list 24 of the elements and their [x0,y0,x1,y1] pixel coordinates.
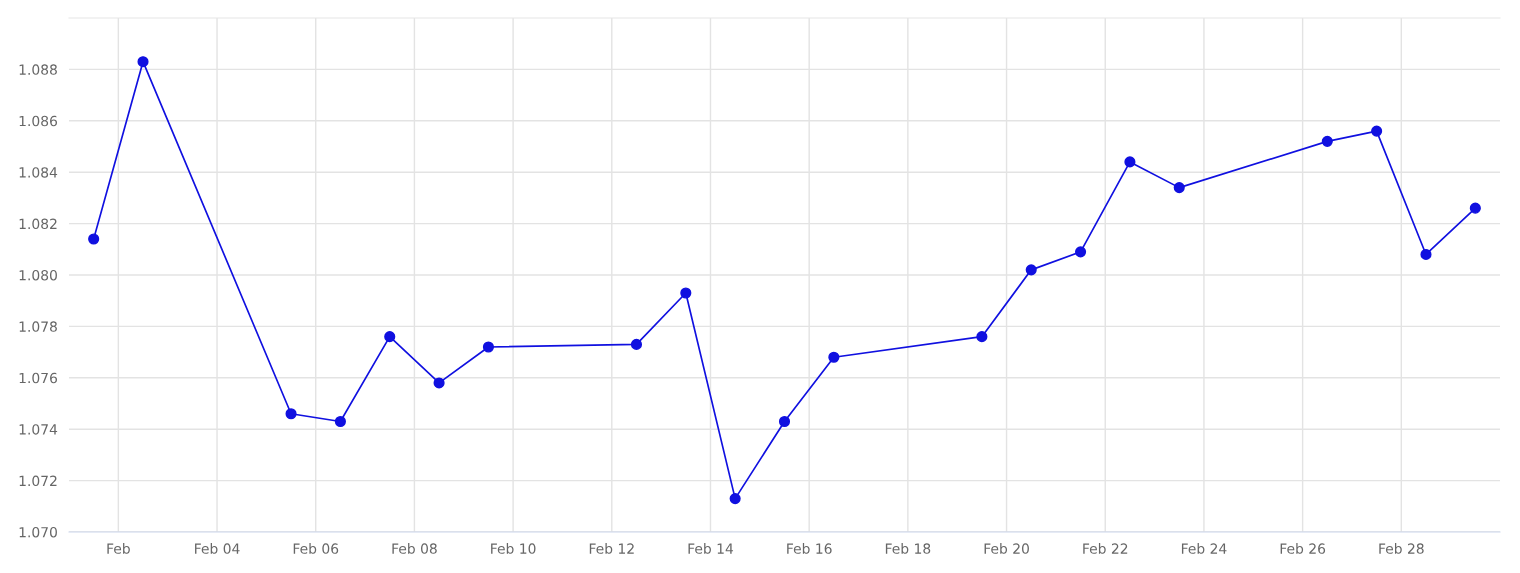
x-tick-label: Feb 28 [1379,543,1424,554]
x-tick-label: Feb 10 [491,543,536,554]
y-tick-label: 1.086 [19,115,58,127]
x-tick-label: Feb 26 [1280,543,1326,554]
x-tick-label: Feb [107,543,130,554]
x-tick-label: Feb 22 [1083,543,1128,554]
x-tick-label: Feb 12 [589,543,634,554]
y-tick-label: 1.078 [19,321,57,332]
y-tick-label: 1.084 [19,167,58,178]
y-tick-label: 1.076 [19,372,58,384]
y-tick-label: 1.074 [19,424,58,435]
y-tick-label: 1.088 [19,64,57,75]
y-tick-label: 1.080 [19,269,57,281]
y-tick-label: 1.070 [19,526,57,538]
x-tick-label: Feb 14 [688,543,734,554]
x-tick-label: Feb 18 [885,543,931,554]
y-tick-label: 1.082 [19,218,57,230]
x-tick-label: Feb 24 [1181,543,1227,554]
x-tick-label: Feb 06 [293,543,339,554]
x-tick-label: Feb 04 [195,543,240,554]
x-tick-label: Feb 20 [984,543,1029,554]
x-tick-label: Feb 16 [787,543,832,554]
x-tick-label: Feb 08 [392,543,437,554]
y-tick-label: 1.072 [19,475,57,487]
